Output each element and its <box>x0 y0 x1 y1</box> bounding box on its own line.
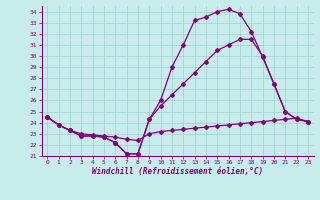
X-axis label: Windchill (Refroidissement éolien,°C): Windchill (Refroidissement éolien,°C) <box>92 167 263 176</box>
